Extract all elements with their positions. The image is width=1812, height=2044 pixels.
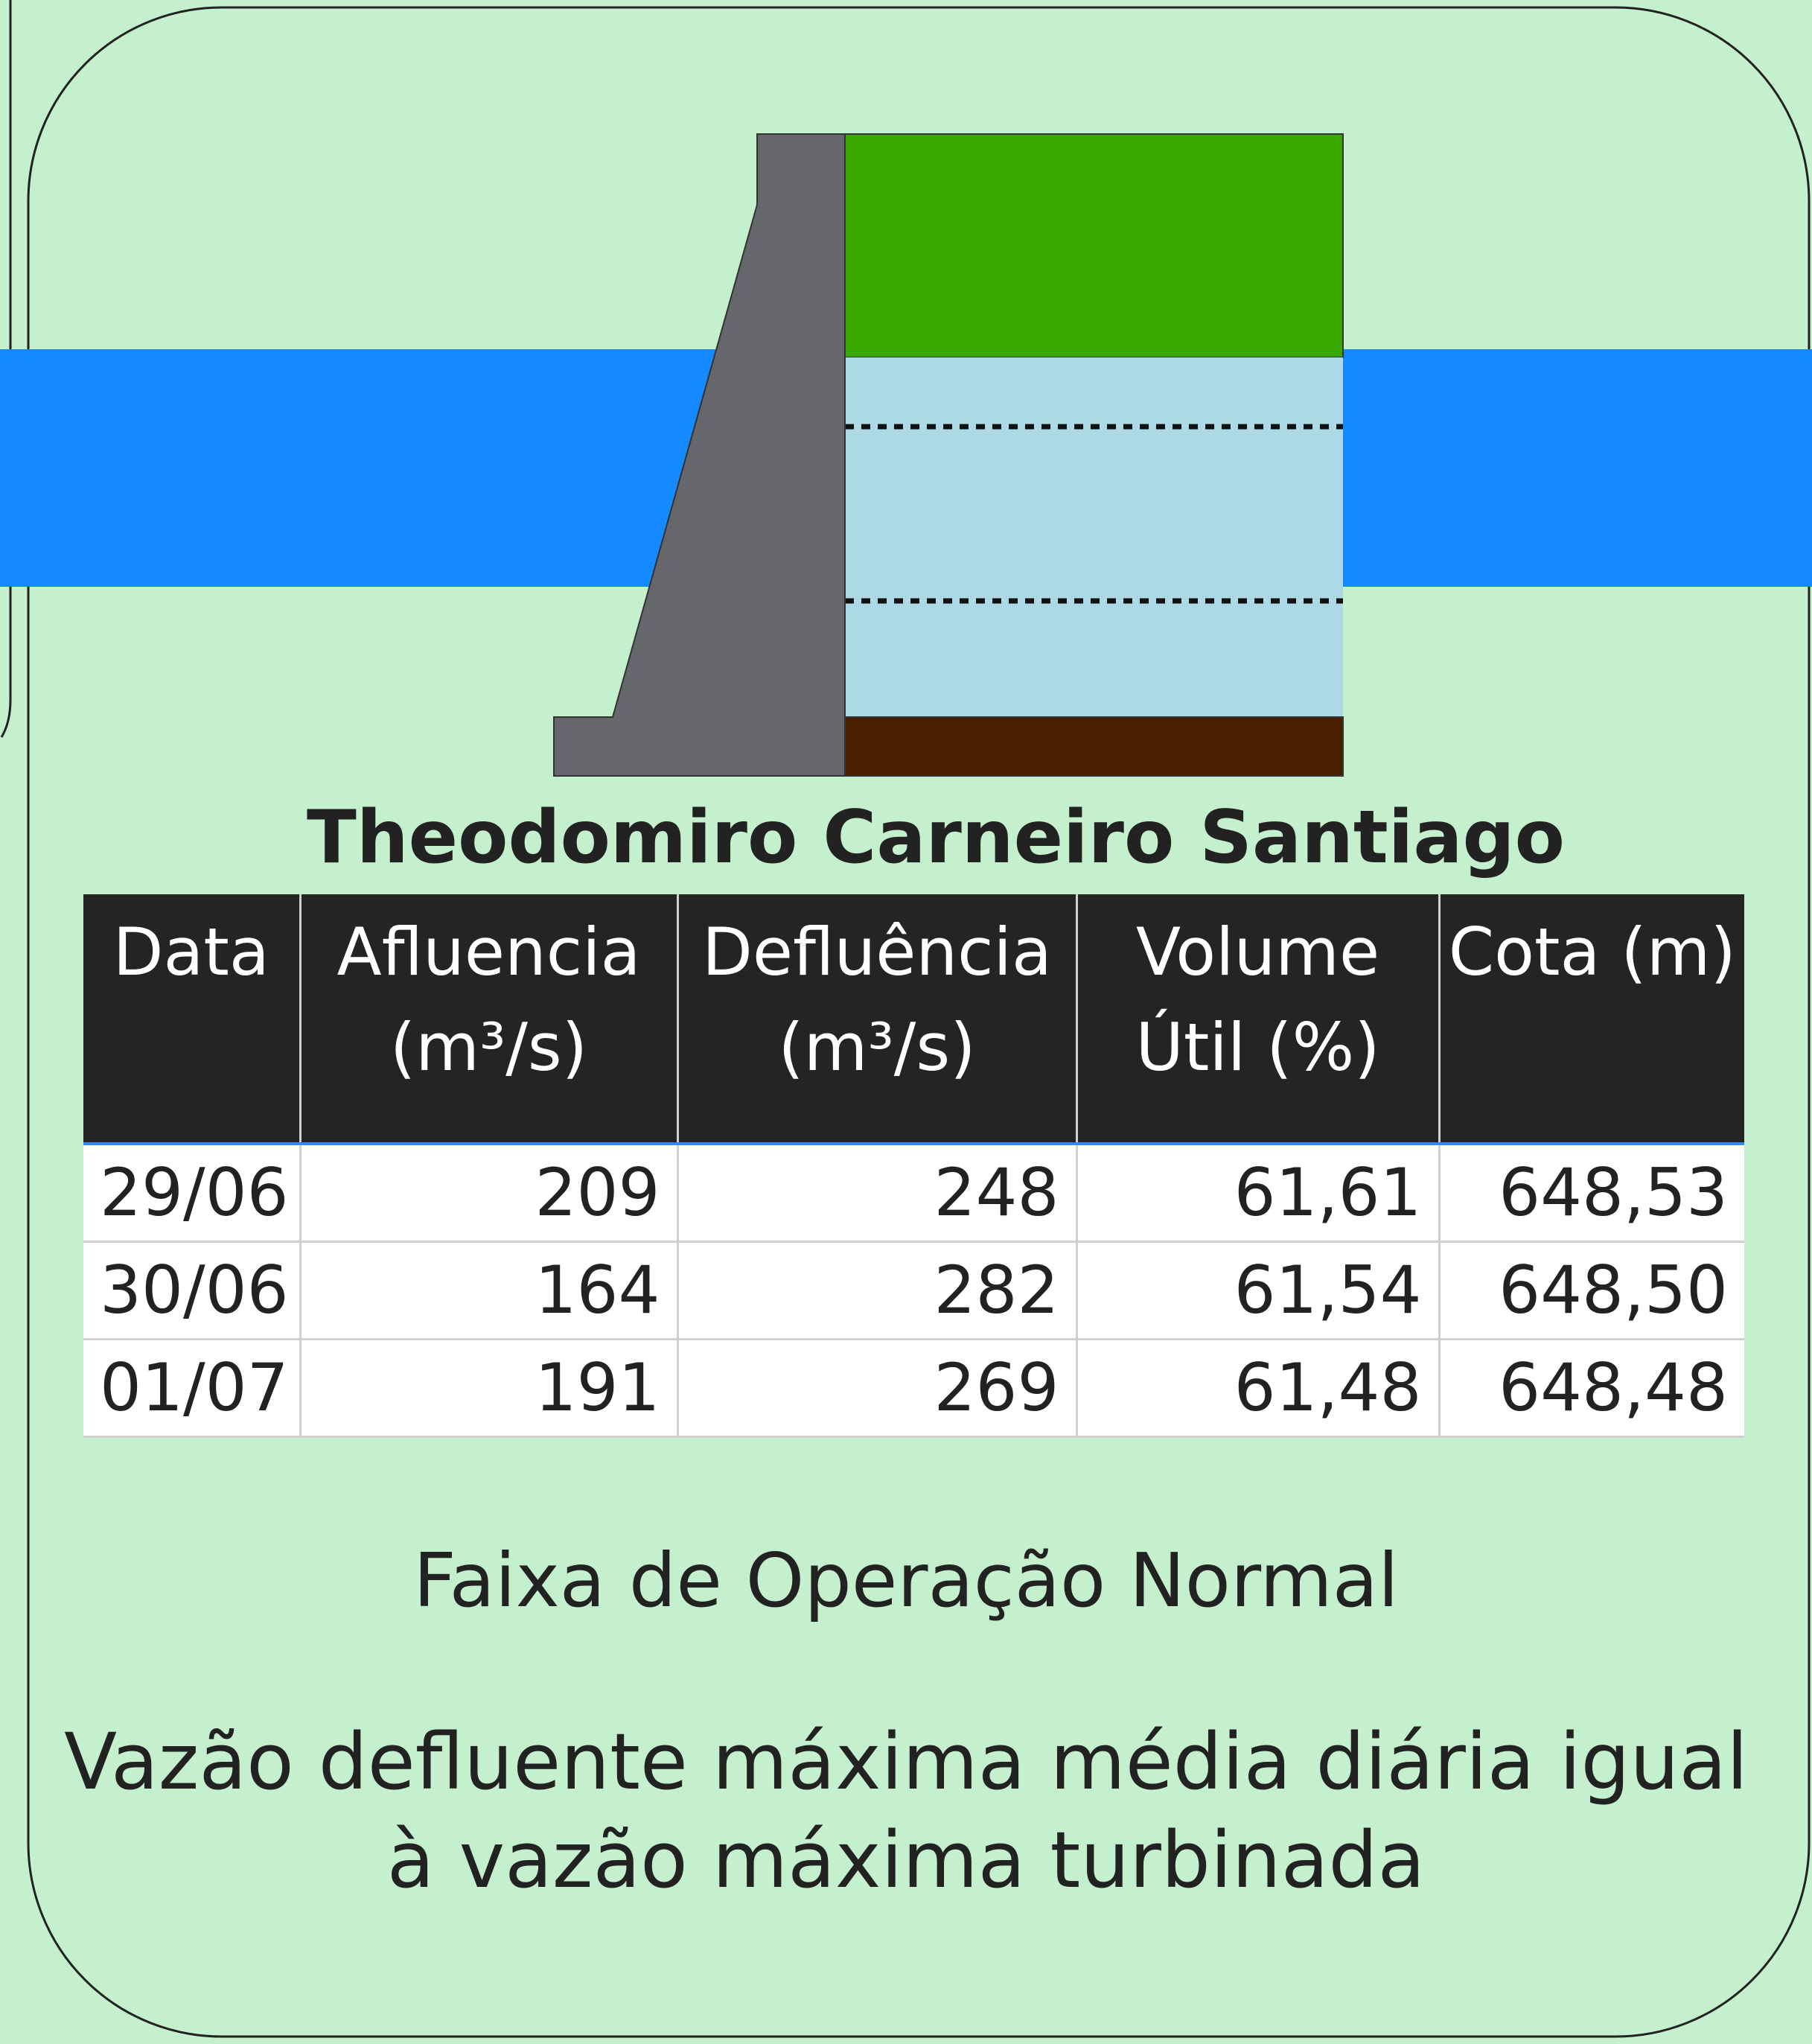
table-cell: 30/06 — [83, 1241, 300, 1340]
note-text: Vazão defluente máxima média diária igua… — [63, 1716, 1749, 1905]
left-panel-edge — [0, 0, 12, 738]
reservoir-bottom — [844, 716, 1344, 777]
data-table: Data Afluencia (m³/s) Defluência (m³/s) Volum… — [83, 894, 1744, 1438]
table-row: 01/07 191 269 61,48 648,48 — [83, 1339, 1744, 1438]
table-cell: 648,48 — [1438, 1339, 1744, 1438]
header-cell: Defluência (m³/s) — [676, 894, 1076, 1145]
table-cell: 282 — [676, 1241, 1076, 1340]
header-text: Útil (%) — [1135, 1009, 1380, 1086]
table-cell: 209 — [299, 1144, 677, 1243]
header-text: Afluencia — [336, 914, 641, 990]
table-cell: 61,61 — [1075, 1144, 1439, 1243]
header-cell: Volume Útil (%) — [1075, 894, 1439, 1145]
header-cell: Afluencia (m³/s) — [299, 894, 677, 1145]
dam — [553, 133, 846, 777]
header-text: Data — [112, 914, 269, 990]
table-cell: 61,54 — [1075, 1241, 1439, 1340]
table-cell: 61,48 — [1075, 1339, 1439, 1438]
header-text: Volume — [1135, 914, 1380, 990]
header-text: (m³/s) — [389, 1009, 588, 1086]
table-cell: 648,50 — [1438, 1241, 1744, 1340]
header-text: Defluência — [702, 914, 1052, 990]
table-cell: 191 — [299, 1339, 677, 1438]
table-cell: 01/07 — [83, 1339, 300, 1438]
header-text: (m³/s) — [778, 1009, 976, 1086]
table-cell: 269 — [676, 1339, 1076, 1438]
reservoir-water — [845, 357, 1343, 717]
header-text: Cota (m) — [1448, 914, 1736, 990]
table-cell: 29/06 — [83, 1144, 300, 1243]
table-cell: 248 — [676, 1144, 1076, 1243]
header-cell: Cota (m) — [1438, 894, 1744, 1145]
reservoir-top — [844, 133, 1344, 358]
table-cell: 164 — [299, 1241, 677, 1340]
header-row: Data Afluencia (m³/s) Defluência (m³/s) Volum… — [83, 894, 1744, 1145]
table-row: 29/06 209 248 61,61 648,53 — [83, 1144, 1744, 1243]
table-cell: 648,53 — [1438, 1144, 1744, 1243]
header-cell: Data — [83, 894, 300, 1145]
table-row: 30/06 164 282 61,54 648,50 — [83, 1241, 1744, 1340]
status-text: Faixa de Operação Normal — [413, 1537, 1399, 1624]
